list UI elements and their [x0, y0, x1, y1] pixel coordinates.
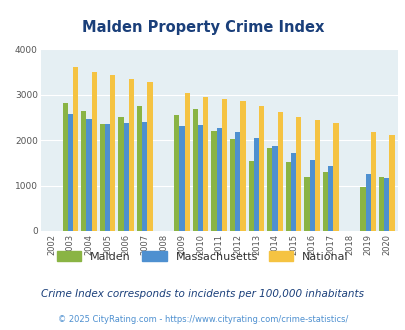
Bar — [234, 132, 240, 231]
Bar — [142, 122, 147, 231]
Bar — [110, 75, 115, 231]
Bar — [253, 138, 258, 231]
Bar — [174, 115, 179, 231]
Bar — [147, 82, 152, 231]
Bar — [128, 79, 134, 231]
Bar — [285, 162, 290, 231]
Bar — [62, 103, 68, 231]
Bar — [86, 119, 92, 231]
Bar — [240, 101, 245, 231]
Bar — [322, 173, 328, 231]
Bar — [216, 128, 221, 231]
Bar — [230, 139, 234, 231]
Text: © 2025 CityRating.com - https://www.cityrating.com/crime-statistics/: © 2025 CityRating.com - https://www.city… — [58, 315, 347, 324]
Bar — [192, 109, 198, 231]
Bar — [328, 166, 333, 231]
Bar — [296, 117, 301, 231]
Bar — [388, 135, 394, 231]
Bar — [73, 67, 78, 231]
Bar — [277, 112, 282, 231]
Bar — [123, 123, 128, 231]
Bar — [81, 111, 86, 231]
Bar — [333, 122, 338, 231]
Bar — [105, 124, 110, 231]
Bar — [370, 132, 375, 231]
Text: Malden Property Crime Index: Malden Property Crime Index — [82, 20, 323, 35]
Bar — [290, 153, 296, 231]
Bar — [304, 177, 309, 231]
Bar — [198, 125, 203, 231]
Bar — [100, 124, 105, 231]
Text: Crime Index corresponds to incidents per 100,000 inhabitants: Crime Index corresponds to incidents per… — [41, 289, 364, 299]
Bar — [203, 97, 208, 231]
Bar — [211, 131, 216, 231]
Bar — [248, 161, 253, 231]
Bar — [184, 93, 190, 231]
Bar — [68, 114, 73, 231]
Bar — [258, 106, 264, 231]
Bar — [118, 116, 123, 231]
Bar — [136, 106, 142, 231]
Bar — [378, 177, 383, 231]
Bar — [221, 99, 226, 231]
Bar — [383, 178, 388, 231]
Bar — [359, 187, 364, 231]
Bar — [179, 126, 184, 231]
Bar — [309, 160, 314, 231]
Bar — [272, 146, 277, 231]
Bar — [266, 148, 272, 231]
Bar — [92, 72, 96, 231]
Legend: Malden, Massachusetts, National: Malden, Massachusetts, National — [52, 247, 353, 267]
Bar — [314, 120, 319, 231]
Bar — [364, 174, 370, 231]
